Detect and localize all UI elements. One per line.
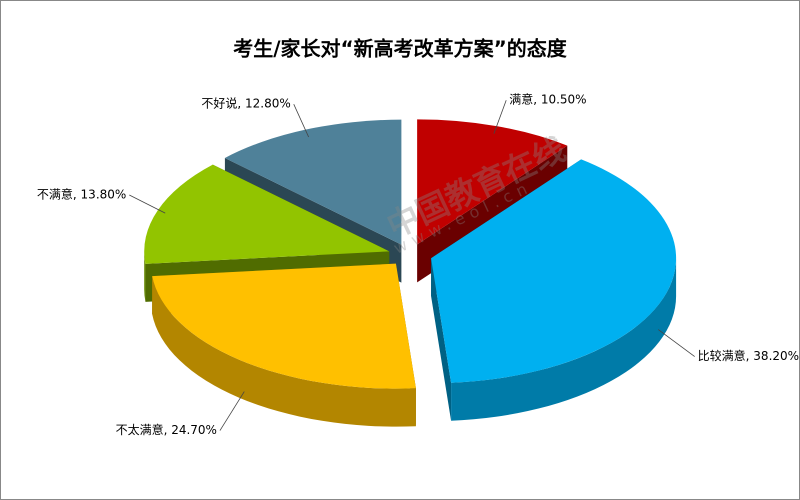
pie-slice [431,159,677,421]
leader-line [129,194,166,214]
slice-top [144,164,390,264]
slice-top [431,159,677,383]
data-label: 不太满意, 24.70% [116,422,217,437]
slice-top [224,119,402,245]
data-label: 不满意, 13.80% [37,186,126,201]
chart-title: 考生/家长对“新高考改革方案”的态度 [233,37,568,61]
leader-line [493,100,507,134]
data-label: 不好说, 12.80% [201,96,290,111]
slice-wall [152,276,416,427]
leader-line [658,329,695,357]
data-label: 满意, 10.50% [509,92,586,107]
slice-top [417,119,568,245]
slice-top [152,263,416,389]
leader-line [293,104,309,138]
slice-side [431,258,452,421]
pie-slice [152,263,416,427]
slice-wall [144,251,146,302]
leader-line [219,391,245,431]
data-label: 比较满意, 38.20% [698,348,799,363]
slice-wall [451,258,677,421]
